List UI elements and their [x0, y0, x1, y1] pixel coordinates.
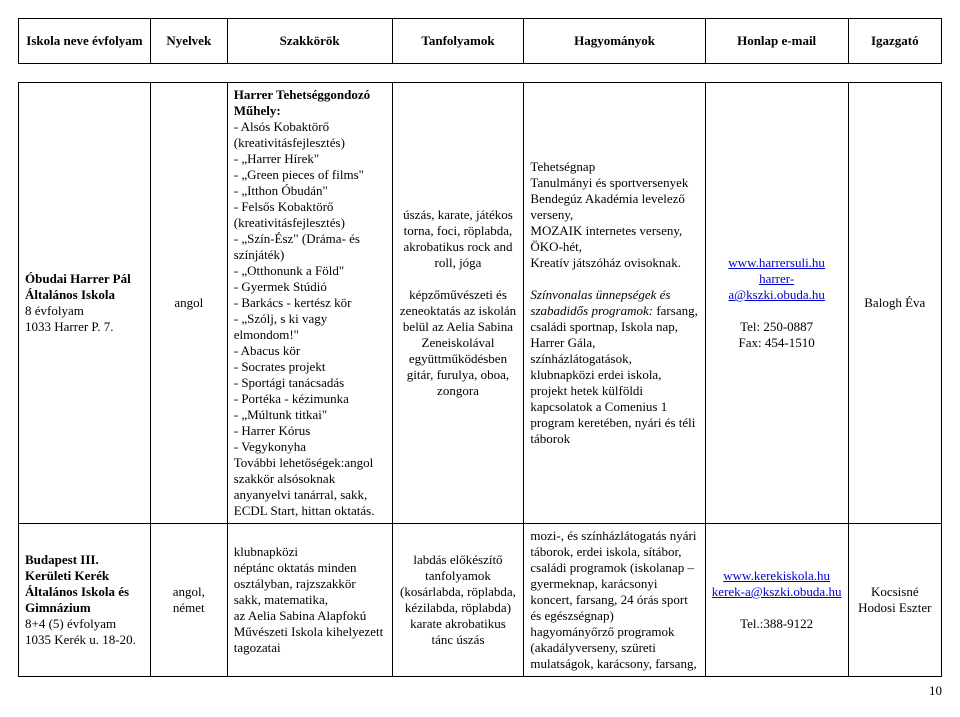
- cell-traditions: TehetségnapTanulmányi és sportversenyekB…: [524, 83, 705, 524]
- th-clubs: Szakkörök: [227, 19, 392, 64]
- cell-courses: labdás előkészítő tanfolyamok (kosárlabd…: [392, 524, 524, 677]
- clubs-item: - Portéka - kézimunka: [234, 391, 386, 407]
- clubs-item: - Harrer Kórus: [234, 423, 386, 439]
- cell-languages: angol, német: [150, 524, 227, 677]
- th-school: Iskola neve évfolyam: [19, 19, 151, 64]
- school-addr: 1035 Kerék u. 18-20.: [25, 632, 136, 647]
- school-grades: 8 évfolyam: [25, 303, 84, 318]
- spacer-row: [19, 64, 942, 83]
- clubs-item: - „Szín-Ész" (Dráma- és színjáték): [234, 231, 386, 263]
- school-name: Óbudai Harrer Pál Általános Iskola: [25, 271, 131, 302]
- clubs-item: - Felsős Kobaktörő (kreativitásfejleszté…: [234, 199, 386, 231]
- email-link[interactable]: kerek-a@kszki.obuda.hu: [712, 584, 842, 599]
- page-number: 10: [18, 683, 942, 699]
- school-name: Budapest III. Kerületi Kerék Általános I…: [25, 552, 129, 615]
- clubs-item: - „Otthonunk a Föld": [234, 263, 386, 279]
- fax: Fax: 454-1510: [739, 335, 815, 350]
- schools-table: Iskola neve évfolyam Nyelvek Szakkörök T…: [18, 18, 942, 677]
- clubs-item: - Gyermek Stúdió: [234, 279, 386, 295]
- trad-lead: Színvonalas ünnepségek és szabadidős pro…: [530, 287, 670, 318]
- cell-school: Budapest III. Kerületi Kerék Általános I…: [19, 524, 151, 677]
- clubs-list: - Alsós Kobaktörő (kreativitásfejlesztés…: [234, 119, 386, 455]
- school-grades: 8+4 (5) évfolyam: [25, 616, 116, 631]
- courses-block: képzőművészeti és zeneoktatás az iskolán…: [399, 287, 518, 399]
- cell-contact: www.harrersuli.hu harrer-a@kszki.obuda.h…: [705, 83, 848, 524]
- clubs-item: - Sportági tanácsadás: [234, 375, 386, 391]
- clubs-item: - „Múltunk titkai": [234, 407, 386, 423]
- clubs-footer: További lehetőségek:angol szakkör alsóso…: [234, 455, 375, 518]
- cell-clubs: Harrer Tehetséggondozó Műhely: - Alsós K…: [227, 83, 392, 524]
- clubs-item: - Socrates projekt: [234, 359, 386, 375]
- table-row: Budapest III. Kerületi Kerék Általános I…: [19, 524, 942, 677]
- cell-head: Kocsisné Hodosi Eszter: [848, 524, 941, 677]
- website-link[interactable]: www.harrersuli.hu: [728, 255, 825, 270]
- clubs-item: - Vegykonyha: [234, 439, 386, 455]
- table-header-row: Iskola neve évfolyam Nyelvek Szakkörök T…: [19, 19, 942, 64]
- clubs-item: - Alsós Kobaktörő (kreativitásfejlesztés…: [234, 119, 386, 151]
- cell-traditions: mozi-, és színházlátogatás nyári táborok…: [524, 524, 705, 677]
- tel: Tel: 250-0887: [740, 319, 813, 334]
- th-lang: Nyelvek: [150, 19, 227, 64]
- email-link[interactable]: harrer-a@kszki.obuda.hu: [728, 271, 824, 302]
- th-head: Igazgató: [848, 19, 941, 64]
- tel: Tel.:388-9122: [740, 616, 813, 631]
- school-addr: 1033 Harrer P. 7.: [25, 319, 113, 334]
- trad-block: TehetségnapTanulmányi és sportversenyekB…: [530, 159, 688, 270]
- th-contact: Honlap e-mail: [705, 19, 848, 64]
- clubs-item: - „Itthon Óbudán": [234, 183, 386, 199]
- clubs-item: - Abacus kör: [234, 343, 386, 359]
- cell-head: Balogh Éva: [848, 83, 941, 524]
- trad-rest: farsang, családi sportnap, Iskola nap, H…: [530, 303, 697, 446]
- clubs-item: - „Green pieces of films": [234, 167, 386, 183]
- clubs-item: - „Szólj, s ki vagy elmondom!": [234, 311, 386, 343]
- website-link[interactable]: www.kerekiskola.hu: [723, 568, 830, 583]
- cell-languages: angol: [150, 83, 227, 524]
- clubs-title: Harrer Tehetséggondozó Műhely:: [234, 87, 370, 118]
- table-row: Óbudai Harrer Pál Általános Iskola 8 évf…: [19, 83, 942, 524]
- th-trad: Hagyományok: [524, 19, 705, 64]
- cell-clubs: klubnapközinéptánc oktatás minden osztál…: [227, 524, 392, 677]
- cell-courses: úszás, karate, játékos torna, foci, röpl…: [392, 83, 524, 524]
- cell-school: Óbudai Harrer Pál Általános Iskola 8 évf…: [19, 83, 151, 524]
- cell-contact: www.kerekiskola.hu kerek-a@kszki.obuda.h…: [705, 524, 848, 677]
- th-courses: Tanfolyamok: [392, 19, 524, 64]
- courses-block: úszás, karate, játékos torna, foci, röpl…: [399, 207, 518, 271]
- clubs-item: - Barkács - kertész kör: [234, 295, 386, 311]
- clubs-item: - „Harrer Hírek": [234, 151, 386, 167]
